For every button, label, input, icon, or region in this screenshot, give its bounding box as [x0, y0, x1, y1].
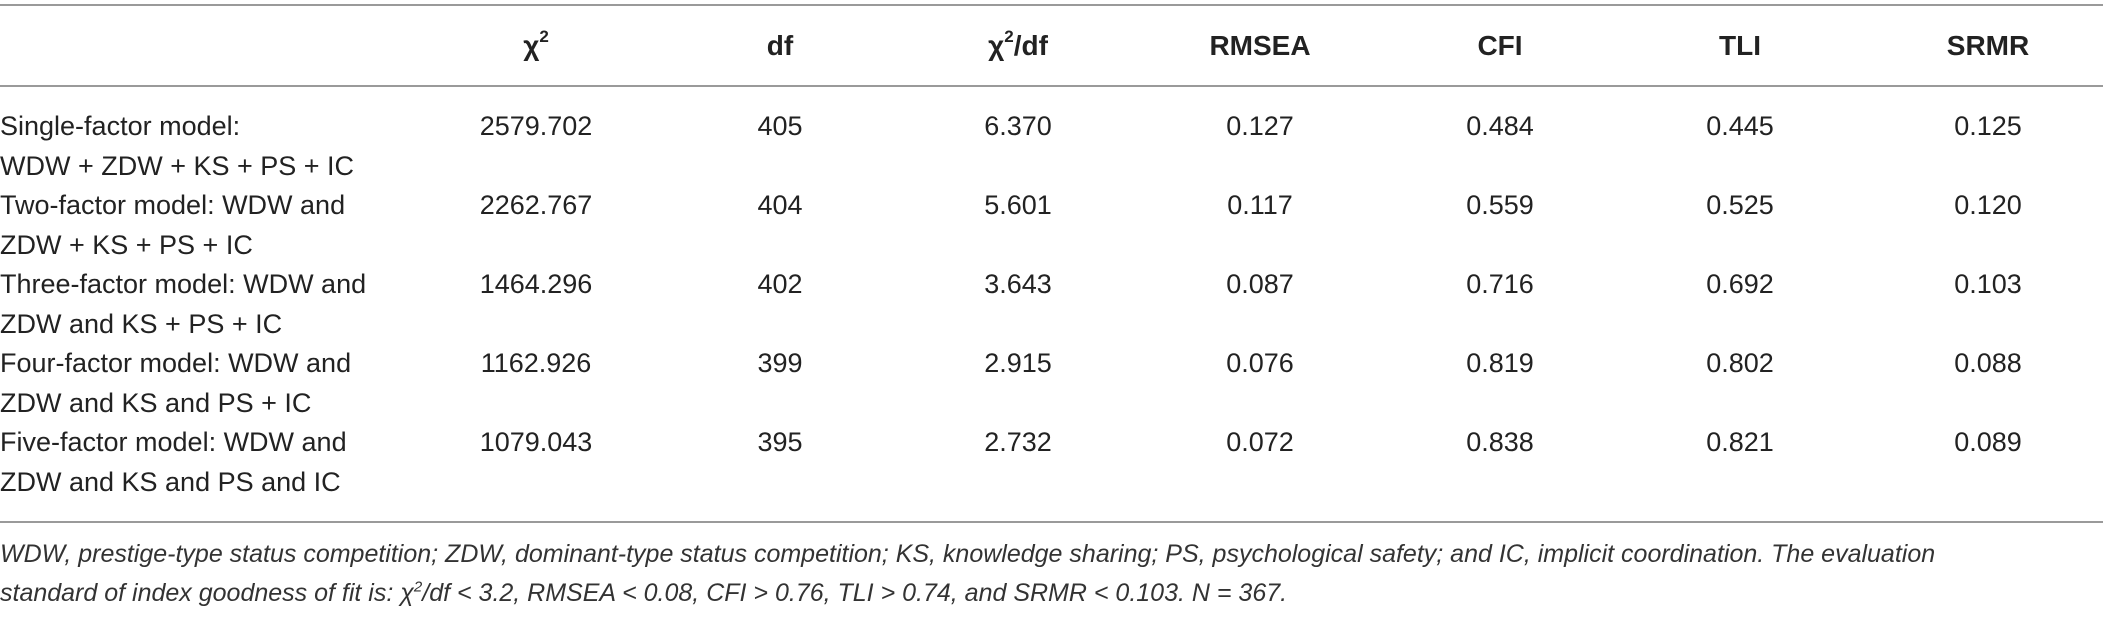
header-srmr: SRMR [1946, 30, 2030, 61]
cell-tli: 0.445 [1706, 111, 1774, 141]
row-label: Three-factor model: WDW and ZDW and KS +… [0, 269, 367, 339]
table-footnote: WDW, prestige-type status competition; Z… [0, 535, 2090, 613]
cell-cfi: 0.838 [1466, 427, 1534, 457]
cell-rmsea: 0.087 [1226, 269, 1294, 299]
cell-tli: 0.692 [1706, 269, 1774, 299]
table-top-rule [0, 4, 2103, 6]
cell-cfi: 0.716 [1466, 269, 1534, 299]
cell-srmr: 0.088 [1954, 348, 2022, 378]
row-label: Four-factor model: WDW and ZDW and KS an… [0, 348, 352, 418]
table-row: Five-factor model: WDW and ZDW and KS an… [0, 422, 2103, 501]
row-label: Five-factor model: WDW and ZDW and KS an… [0, 427, 347, 497]
cell-rmsea: 0.117 [1227, 190, 1293, 220]
table-header-rule [0, 85, 2103, 87]
header-cfi: CFI [1477, 30, 1523, 61]
header-chi-square: χ2 [523, 26, 549, 61]
row-label: Single-factor model: WDW + ZDW + KS + PS… [0, 111, 355, 181]
table-body: Single-factor model: WDW + ZDW + KS + PS… [0, 106, 2103, 501]
table-row: Four-factor model: WDW and ZDW and KS an… [0, 343, 2103, 422]
header-tli: TLI [1719, 30, 1761, 61]
cell-rmsea: 0.072 [1226, 427, 1294, 457]
footnote-line-2: standard of index goodness of fit is: χ2… [0, 578, 1288, 607]
cell-srmr: 0.103 [1954, 269, 2022, 299]
cell-rmsea: 0.076 [1226, 348, 1294, 378]
cell-tli: 0.802 [1706, 348, 1774, 378]
cell-df: 405 [757, 111, 803, 141]
table-header-row: χ2 df χ2/df RMSEA CFI TLI SRMR [0, 6, 2103, 85]
cell-rmsea: 0.127 [1226, 111, 1294, 141]
table-row: Single-factor model: WDW + ZDW + KS + PS… [0, 106, 2103, 185]
footnote-line-1: WDW, prestige-type status competition; Z… [0, 540, 1936, 568]
cell-chi-square-df: 2.732 [984, 427, 1052, 457]
header-df: df [766, 30, 794, 61]
cell-chi-square: 1464.296 [479, 269, 593, 299]
cell-srmr: 0.120 [1954, 190, 2022, 220]
cell-tli: 0.525 [1706, 190, 1774, 220]
table-bottom-rule [0, 521, 2103, 523]
cell-srmr: 0.125 [1954, 111, 2022, 141]
table-row: Three-factor model: WDW and ZDW and KS +… [0, 264, 2103, 343]
cell-cfi: 0.819 [1466, 348, 1534, 378]
cell-chi-square-df: 5.601 [984, 190, 1052, 220]
cell-chi-square: 2262.767 [479, 190, 593, 220]
header-rmsea: RMSEA [1209, 30, 1311, 61]
cell-df: 395 [757, 427, 803, 457]
cell-df: 399 [757, 348, 803, 378]
row-label: Two-factor model: WDW and ZDW + KS + PS … [0, 190, 346, 260]
cell-cfi: 0.559 [1466, 190, 1534, 220]
header-chi-square-df: χ2/df [988, 26, 1048, 61]
cell-chi-square: 2579.702 [479, 111, 593, 141]
table-row: Two-factor model: WDW and ZDW + KS + PS … [0, 185, 2103, 264]
cell-chi-square: 1162.926 [480, 348, 592, 378]
cell-srmr: 0.089 [1954, 427, 2022, 457]
cell-chi-square-df: 6.370 [984, 111, 1052, 141]
cell-df: 402 [757, 269, 803, 299]
cell-cfi: 0.484 [1466, 111, 1534, 141]
cell-chi-square: 1079.043 [479, 427, 593, 457]
cell-df: 404 [757, 190, 803, 220]
cell-tli: 0.821 [1706, 427, 1774, 457]
cell-chi-square-df: 2.915 [984, 348, 1052, 378]
cell-chi-square-df: 3.643 [984, 269, 1052, 299]
